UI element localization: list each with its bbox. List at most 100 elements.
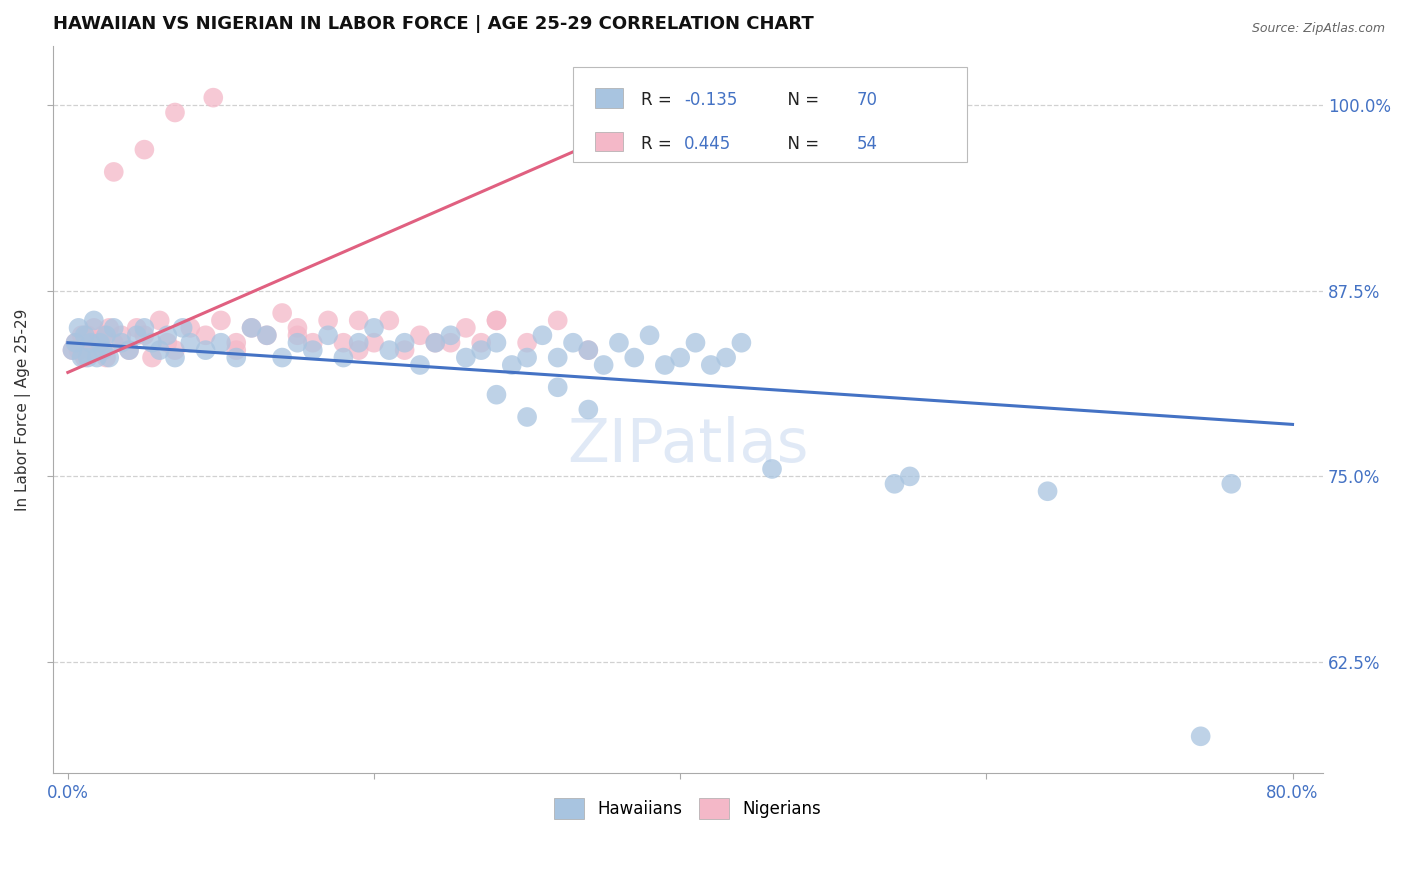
Point xyxy=(134,143,156,157)
Point xyxy=(301,343,323,358)
FancyBboxPatch shape xyxy=(595,132,623,151)
Text: N =: N = xyxy=(776,91,824,109)
Text: R =: R = xyxy=(641,135,676,153)
Text: ZIPatlas: ZIPatlas xyxy=(567,417,808,475)
Point xyxy=(125,321,148,335)
Point xyxy=(86,335,108,350)
Point xyxy=(256,328,278,343)
Text: 0.445: 0.445 xyxy=(685,135,731,153)
Point xyxy=(194,343,217,358)
Point xyxy=(378,313,401,327)
Point xyxy=(347,335,370,350)
Point xyxy=(730,335,752,350)
Point xyxy=(409,358,432,372)
Point xyxy=(134,321,156,335)
Point xyxy=(454,351,477,365)
Point xyxy=(209,313,232,327)
Point xyxy=(363,321,385,335)
Point xyxy=(394,343,416,358)
Point xyxy=(287,321,309,335)
Point xyxy=(65,335,87,350)
Point xyxy=(332,351,354,365)
Point xyxy=(76,328,98,343)
Legend: Hawaiians, Nigerians: Hawaiians, Nigerians xyxy=(546,790,830,827)
Point xyxy=(516,409,538,424)
FancyBboxPatch shape xyxy=(595,88,623,108)
Point xyxy=(1036,484,1059,499)
Point xyxy=(172,321,194,335)
Text: 70: 70 xyxy=(856,91,877,109)
Point xyxy=(149,343,172,358)
Point xyxy=(65,335,87,350)
Point xyxy=(194,328,217,343)
Point xyxy=(76,351,98,365)
Point xyxy=(202,90,225,104)
Point xyxy=(516,335,538,350)
Point xyxy=(287,335,309,350)
Point xyxy=(98,321,121,335)
Point xyxy=(240,321,263,335)
Text: R =: R = xyxy=(641,91,676,109)
Point xyxy=(89,335,111,350)
Point xyxy=(271,306,294,320)
Point xyxy=(179,321,201,335)
Point xyxy=(110,335,132,350)
Point xyxy=(547,351,569,365)
Point xyxy=(118,343,141,358)
Point xyxy=(425,335,447,350)
Point xyxy=(425,335,447,350)
Y-axis label: In Labor Force | Age 25-29: In Labor Force | Age 25-29 xyxy=(15,309,31,511)
Point xyxy=(163,351,186,365)
Text: HAWAIIAN VS NIGERIAN IN LABOR FORCE | AGE 25-29 CORRELATION CHART: HAWAIIAN VS NIGERIAN IN LABOR FORCE | AG… xyxy=(52,15,813,33)
Point xyxy=(118,343,141,358)
Point xyxy=(654,358,676,372)
Text: -0.135: -0.135 xyxy=(685,91,737,109)
Point xyxy=(67,343,90,358)
Point xyxy=(700,358,723,372)
Point xyxy=(547,313,569,327)
Point xyxy=(103,165,125,179)
Point xyxy=(125,328,148,343)
Point xyxy=(485,335,508,350)
Point xyxy=(347,313,370,327)
Point xyxy=(883,476,905,491)
Point xyxy=(761,462,783,476)
Point xyxy=(562,335,585,350)
Point xyxy=(287,328,309,343)
Point xyxy=(141,335,163,350)
Point xyxy=(547,380,569,394)
Point xyxy=(156,335,179,350)
Point xyxy=(134,328,156,343)
Point xyxy=(156,328,179,343)
Point xyxy=(485,387,508,401)
Point xyxy=(98,351,121,365)
Point xyxy=(83,313,105,327)
Point xyxy=(1220,476,1243,491)
Point xyxy=(103,335,125,350)
Text: N =: N = xyxy=(776,135,824,153)
Point xyxy=(470,343,492,358)
Point xyxy=(62,343,84,358)
Point xyxy=(240,321,263,335)
Point xyxy=(301,335,323,350)
Point xyxy=(62,343,84,358)
Point xyxy=(623,351,645,365)
Point xyxy=(516,351,538,365)
Point xyxy=(179,335,201,350)
Point xyxy=(163,343,186,358)
Point xyxy=(316,328,339,343)
Point xyxy=(67,321,90,335)
Point xyxy=(225,343,247,358)
Point xyxy=(439,328,461,343)
Point xyxy=(470,335,492,350)
Point xyxy=(714,351,737,365)
Point xyxy=(394,335,416,350)
Point xyxy=(149,313,172,327)
Point xyxy=(89,343,111,358)
Point xyxy=(225,335,247,350)
Point xyxy=(638,328,661,343)
Point xyxy=(439,335,461,350)
Point xyxy=(347,343,370,358)
Point xyxy=(454,321,477,335)
Point xyxy=(83,321,105,335)
